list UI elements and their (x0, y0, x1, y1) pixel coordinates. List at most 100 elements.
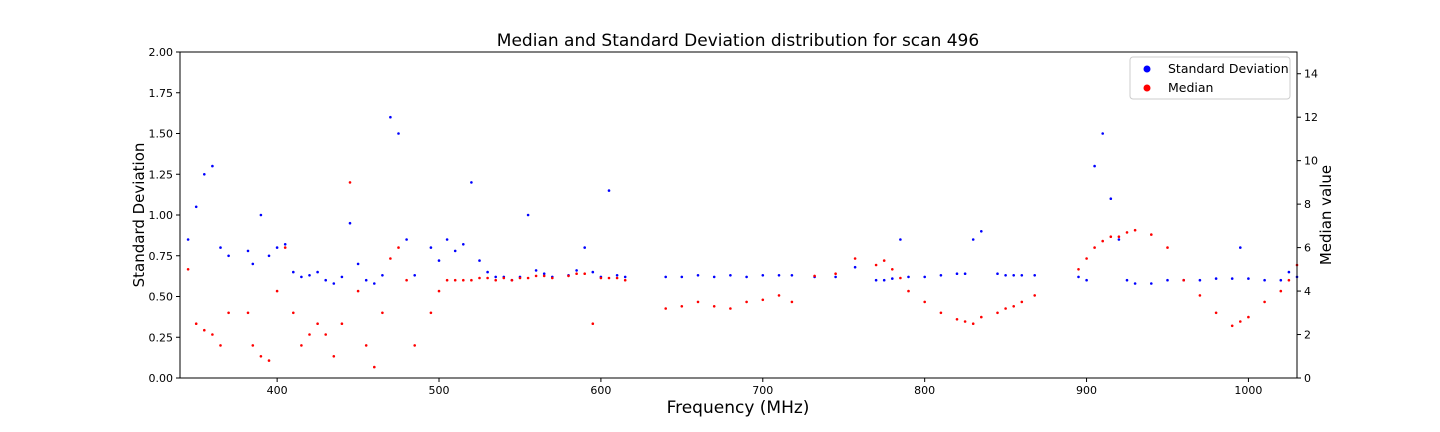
median-point (502, 276, 506, 280)
x-tick-label: 700 (752, 384, 773, 397)
median-point (437, 289, 441, 293)
std-point (615, 274, 619, 277)
std-point (1166, 278, 1169, 282)
std-point (1133, 282, 1137, 285)
median-point (259, 355, 263, 358)
median-point (246, 311, 250, 315)
median-point (834, 272, 837, 276)
std-point (1033, 274, 1036, 277)
median-point (1125, 231, 1129, 234)
median-point (381, 311, 384, 315)
std-point (462, 243, 465, 246)
std-point (194, 205, 198, 209)
std-point (534, 269, 538, 272)
std-point (542, 272, 546, 276)
std-point (186, 238, 190, 241)
median-point (373, 365, 376, 369)
median-point (971, 322, 975, 326)
std-point (955, 272, 959, 276)
median-point (939, 311, 943, 315)
std-point (259, 213, 263, 217)
std-point (575, 269, 578, 272)
std-point (405, 238, 408, 241)
std-point (1101, 132, 1104, 135)
median-point (389, 257, 392, 260)
median-point (745, 300, 748, 304)
std-point (1085, 278, 1088, 282)
std-point (664, 275, 667, 279)
median-point (853, 257, 857, 260)
std-point (283, 243, 287, 246)
y-axis-right-label: Median value (1317, 165, 1335, 265)
std-point (607, 189, 611, 192)
std-point (300, 275, 303, 279)
median-point (364, 344, 368, 347)
std-point (246, 249, 250, 253)
std-point (907, 275, 910, 279)
median-point (1109, 235, 1113, 238)
std-point (478, 259, 481, 262)
median-point (1020, 300, 1024, 304)
median-point (813, 274, 816, 278)
std-point (583, 246, 586, 249)
std-point (494, 275, 498, 279)
std-point (939, 274, 943, 277)
std-point (1109, 197, 1113, 200)
y-axis-left-label: Standard Deviation (130, 143, 148, 288)
std-point (453, 249, 457, 253)
median-point (251, 344, 255, 347)
median-point (324, 333, 328, 336)
median-point (1093, 246, 1096, 249)
legend-marker-median (1143, 84, 1151, 92)
median-point (696, 300, 700, 304)
std-point (680, 275, 684, 279)
median-point (1198, 294, 1202, 297)
median-point (227, 311, 230, 315)
median-point (397, 246, 400, 249)
median-point (955, 318, 959, 321)
median-point (1239, 320, 1242, 323)
median-point (907, 289, 910, 293)
median-point (413, 344, 417, 347)
median-point (445, 278, 449, 282)
std-point (203, 173, 206, 176)
std-point (1012, 274, 1015, 277)
x-tick-label: 600 (590, 384, 611, 397)
legend-box (1129, 56, 1291, 100)
std-point (591, 270, 595, 274)
std-point (340, 275, 344, 279)
y-right-tick-label: 0 (1304, 372, 1311, 385)
median-point (761, 298, 765, 302)
median-point (591, 322, 595, 326)
std-point (348, 221, 352, 225)
median-point (518, 276, 522, 280)
median-point (194, 322, 198, 326)
y-right-tick-label: 8 (1304, 198, 1311, 211)
median-point (923, 300, 926, 304)
std-point (891, 277, 894, 280)
legend: Standard Deviation Median (1129, 56, 1291, 100)
median-point (429, 311, 433, 315)
y-right-tick-label: 12 (1304, 111, 1318, 124)
std-point (437, 259, 441, 262)
median-point (1004, 307, 1007, 310)
std-point (980, 230, 983, 233)
std-point (923, 275, 926, 279)
median-point (777, 294, 781, 297)
median-point (300, 344, 303, 347)
std-point (712, 275, 716, 279)
median-point (1077, 268, 1080, 271)
median-point (1279, 289, 1283, 293)
std-point (292, 270, 295, 274)
std-point (1020, 274, 1024, 277)
std-point (623, 275, 627, 279)
std-point (1239, 246, 1242, 249)
legend-marker-std (1143, 65, 1151, 73)
std-point (445, 238, 449, 241)
y-right-tick-label: 6 (1304, 242, 1311, 255)
std-point (308, 274, 311, 277)
median-point (1166, 246, 1169, 249)
median-point (882, 259, 886, 262)
median-point (211, 333, 214, 336)
